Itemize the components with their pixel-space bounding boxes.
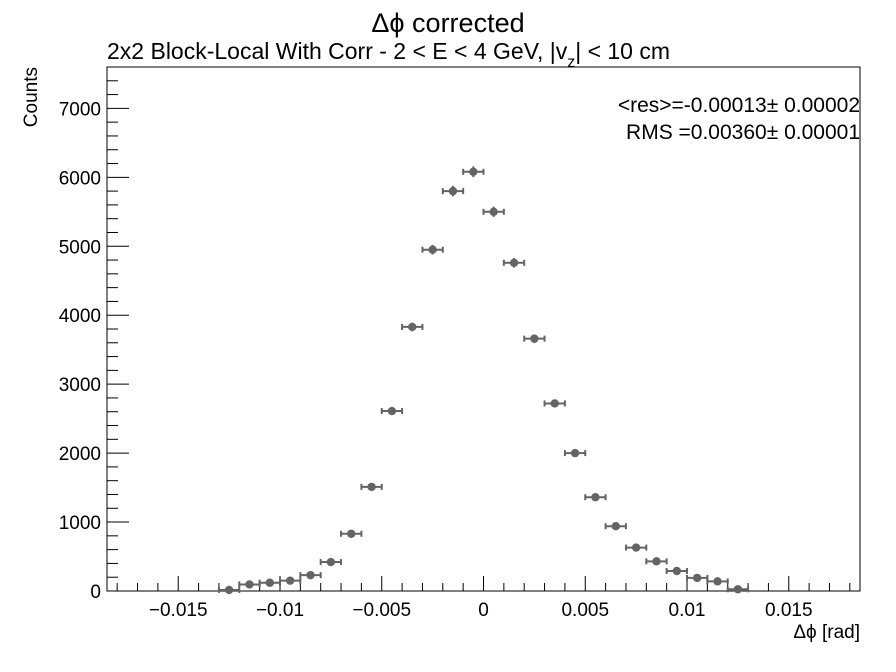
data-point: [706, 577, 729, 586]
data-point: [502, 258, 526, 268]
marker: [672, 566, 682, 576]
y-tick-label: 7000: [59, 99, 101, 120]
data-point: [380, 406, 404, 416]
marker: [245, 580, 254, 589]
marker: [387, 406, 397, 416]
marker: [733, 585, 743, 594]
data-point: [584, 493, 607, 502]
marker: [550, 399, 559, 408]
stats-mean: <res>=-0.00013± 0.00002: [618, 94, 860, 117]
data-point: [441, 185, 465, 197]
axes: −0.015 −0.01 −0.005 0 0.005 0.01 0.015 0 1000 200…: [59, 66, 861, 621]
y-axis-label: Counts: [21, 67, 42, 127]
marker: [285, 576, 295, 585]
marker: [224, 585, 234, 595]
data-point: [217, 585, 241, 595]
marker: [326, 557, 336, 567]
marker: [713, 577, 722, 586]
marker: [611, 521, 620, 531]
y-tick-label: 1000: [59, 513, 101, 534]
stats-rms-value: RMS =0.00360: [626, 121, 767, 144]
marker: [265, 578, 275, 587]
data-point: [726, 585, 750, 594]
plus-minus-icon: ±: [767, 94, 779, 117]
data-point: [299, 570, 322, 580]
x-tick-label: 0.005: [561, 600, 609, 621]
x-tick-label: −0.005: [352, 600, 411, 621]
subtitle-main: 2x2 Block-Local With Corr - 2 < E < 4 Ge…: [107, 38, 568, 64]
data-point: [645, 557, 668, 566]
x-tick-label: 0: [478, 600, 489, 621]
marker: [428, 245, 437, 254]
data-point: [624, 543, 648, 552]
y-tick-label: 3000: [59, 375, 101, 396]
data-point: [278, 576, 302, 585]
x-tick-label: −0.01: [256, 600, 304, 621]
x-tick-label: 0.01: [669, 600, 706, 621]
y-tick-label: 6000: [59, 168, 101, 189]
marker: [692, 573, 702, 583]
x-tick-label: 0.015: [765, 600, 813, 621]
marker: [530, 334, 539, 343]
y-tick-label: 5000: [59, 237, 101, 258]
x-tick-label: −0.015: [149, 600, 208, 621]
stats-rms: RMS =0.00360± 0.00001: [626, 121, 860, 144]
data-point: [401, 322, 424, 332]
data-point: [421, 244, 444, 255]
stats-mean-value: <res>=-0.00013: [618, 94, 767, 117]
data-point: [462, 166, 485, 178]
stats-box: <res>=-0.00013± 0.00002 RMS =0.00360± 0.…: [618, 94, 860, 144]
x-axis-label: Δϕ [rad]: [793, 622, 860, 643]
chart-subtitle: 2x2 Block-Local With Corr - 2 < E < 4 Ge…: [107, 38, 670, 71]
data-point: [258, 578, 281, 587]
marker: [509, 258, 519, 268]
marker: [347, 529, 356, 538]
stats-rms-error: 0.00001: [778, 121, 860, 144]
y-tick-label: 0: [90, 582, 101, 603]
data-point: [238, 580, 261, 589]
marker: [408, 322, 417, 332]
marker: [591, 493, 600, 502]
subtitle-tail: | < 10 cm: [575, 38, 670, 64]
data-point: [665, 566, 689, 576]
marker: [489, 207, 498, 216]
data-point: [482, 206, 505, 217]
y-tick-label: 4000: [59, 306, 101, 327]
data-point: [523, 334, 546, 343]
marker: [367, 482, 376, 492]
data-point: [543, 399, 566, 408]
marker: [652, 557, 661, 566]
marker: [570, 448, 580, 458]
marker: [631, 543, 641, 552]
data-point: [360, 482, 383, 492]
y-tick-label: 2000: [59, 444, 101, 465]
data-points: [217, 166, 750, 595]
data-point: [604, 521, 627, 531]
chart-title: Δϕ corrected: [371, 8, 524, 38]
marker: [448, 186, 458, 196]
data-point: [686, 573, 709, 583]
stats-mean-error: 0.00002: [778, 94, 860, 117]
plus-minus-icon: ±: [767, 121, 779, 144]
marker: [306, 570, 315, 580]
marker: [469, 167, 478, 176]
plot-frame: [106, 66, 861, 592]
data-point: [340, 529, 363, 538]
data-point: [319, 557, 343, 567]
data-point: [563, 448, 587, 458]
subtitle-subscript: z: [567, 54, 575, 71]
